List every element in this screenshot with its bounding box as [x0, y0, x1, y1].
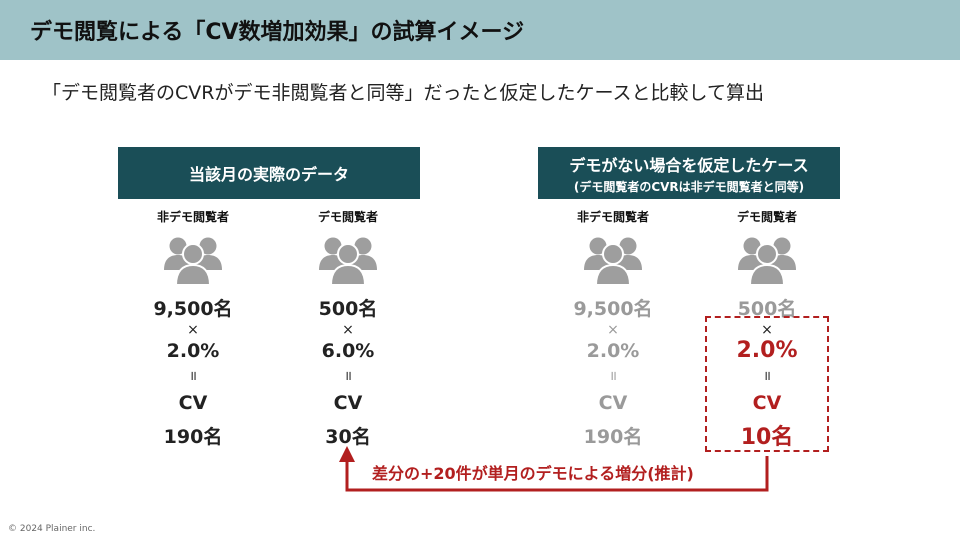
people-group-icon — [735, 234, 799, 286]
title-bar: デモ閲覧による「CV数増加効果」の試算イメージ — [0, 0, 960, 60]
hypothetical-case-header-label: デモがない場合を仮定したケース — [569, 155, 809, 175]
multiply-sign: × — [342, 322, 354, 338]
actual-data-header-label: 当該月の実際のデータ — [188, 165, 349, 184]
cv-label: CV — [598, 392, 628, 414]
cv-label: CV — [178, 392, 208, 414]
column-label: デモ閲覧者 — [736, 210, 797, 224]
hypothetical-case-subheader: (デモ閲覧者のCVRは非デモ閲覧者と同等) — [573, 179, 805, 194]
conversion-rate: 2.0% — [736, 338, 798, 363]
people-group-icon — [581, 234, 645, 286]
equals-sign: ॥ — [344, 369, 352, 384]
equals-sign: ॥ — [189, 369, 197, 384]
visitor-count: 9,500名 — [573, 298, 653, 320]
equals-sign: ॥ — [609, 369, 617, 384]
slide-title: デモ閲覧による「CV数増加効果」の試算イメージ — [30, 20, 525, 45]
cv-label: CV — [752, 392, 782, 414]
column-label: 非デモ閲覧者 — [156, 210, 229, 224]
cv-label: CV — [333, 392, 363, 414]
equals-sign: ॥ — [763, 369, 771, 384]
column-label: デモ閲覧者 — [317, 210, 378, 224]
hypothetical-case-header: デモがない場合を仮定したケース (デモ閲覧者のCVRは非デモ閲覧者と同等) — [538, 147, 840, 199]
conversion-rate: 6.0% — [321, 340, 375, 362]
cv-result: 190名 — [163, 426, 223, 448]
people-group-icon — [161, 234, 225, 286]
visitor-count: 9,500名 — [153, 298, 233, 320]
actual-data-header: 当該月の実際のデータ — [118, 147, 420, 199]
highlight-dashed-box — [705, 316, 829, 452]
column-label: 非デモ閲覧者 — [576, 210, 649, 224]
cv-result: 190名 — [583, 426, 643, 448]
conversion-rate: 2.0% — [166, 340, 220, 362]
copyright: © 2024 Plainer inc. — [8, 524, 96, 534]
slide-subtitle: 「デモ閲覧者のCVRがデモ非閲覧者と同等」だったと仮定したケースと比較して算出 — [42, 82, 764, 104]
visitor-count: 500名 — [318, 298, 378, 320]
multiply-sign: × — [761, 322, 773, 338]
people-group-icon — [316, 234, 380, 286]
cv-result: 30名 — [325, 426, 371, 448]
cv-result: 10名 — [740, 425, 794, 450]
multiply-sign: × — [607, 322, 619, 338]
multiply-sign: × — [187, 322, 199, 338]
conversion-rate: 2.0% — [586, 340, 640, 362]
difference-note: 差分の+20件が単月のデモによる増分(推計) — [372, 464, 694, 483]
visitor-count: 500名 — [737, 298, 797, 320]
